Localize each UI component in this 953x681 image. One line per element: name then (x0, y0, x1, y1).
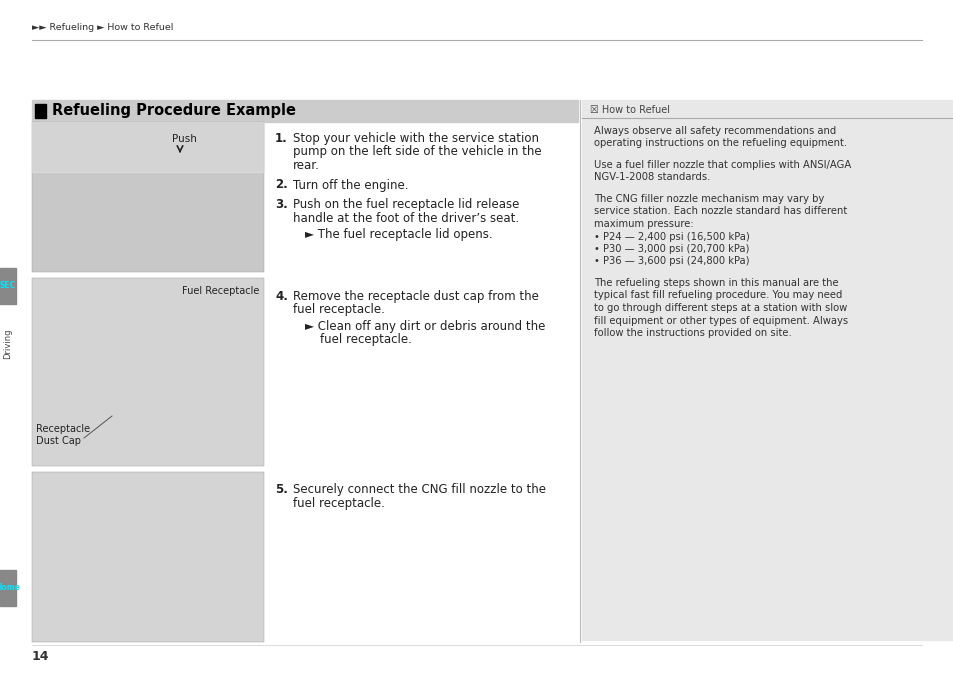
Text: fuel receptacle.: fuel receptacle. (293, 304, 384, 317)
Text: Push on the fuel receptacle lid release: Push on the fuel receptacle lid release (293, 198, 518, 211)
Text: NGV-1-2008 standards.: NGV-1-2008 standards. (594, 172, 710, 183)
Text: 1.: 1. (274, 132, 288, 145)
Text: Fuel Receptacle: Fuel Receptacle (181, 286, 258, 296)
Bar (35, 104, 46, 118)
Text: handle at the foot of the driver’s seat.: handle at the foot of the driver’s seat. (293, 212, 518, 225)
Text: ► The fuel receptacle lid opens.: ► The fuel receptacle lid opens. (305, 228, 492, 241)
Text: service station. Each nozzle standard has different: service station. Each nozzle standard ha… (594, 206, 846, 217)
Text: • P30 — 3,000 psi (20,700 kPa): • P30 — 3,000 psi (20,700 kPa) (594, 244, 749, 254)
Text: fuel receptacle.: fuel receptacle. (305, 334, 412, 347)
Text: • P24 — 2,400 psi (16,500 kPa): • P24 — 2,400 psi (16,500 kPa) (594, 232, 749, 242)
Text: ☒ How to Refuel: ☒ How to Refuel (589, 105, 669, 115)
Bar (32, 122, 264, 272)
Text: ►► Refueling ► How to Refuel: ►► Refueling ► How to Refuel (32, 24, 173, 33)
Bar (32, 100, 578, 122)
Text: The refueling steps shown in this manual are the: The refueling steps shown in this manual… (594, 278, 838, 288)
Bar (32, 122, 264, 172)
Text: maximum pressure:: maximum pressure: (594, 219, 693, 229)
Bar (32, 472, 264, 642)
Text: 4.: 4. (274, 290, 288, 303)
Text: fuel receptacle.: fuel receptacle. (293, 496, 384, 509)
Text: Remove the receptacle dust cap from the: Remove the receptacle dust cap from the (293, 290, 538, 303)
Text: SEC: SEC (0, 281, 16, 291)
Text: operating instructions on the refueling equipment.: operating instructions on the refueling … (594, 138, 846, 148)
Text: Use a fuel filler nozzle that complies with ANSI/AGA: Use a fuel filler nozzle that complies w… (594, 160, 850, 170)
Text: Receptacle: Receptacle (36, 424, 90, 434)
Bar (0, 570, 16, 606)
Text: Push: Push (172, 134, 196, 144)
Text: 2.: 2. (274, 178, 288, 191)
Text: Home: Home (0, 584, 20, 592)
Bar (0, 268, 16, 304)
Text: 5.: 5. (274, 483, 288, 496)
Text: 3.: 3. (274, 198, 288, 211)
Text: 14: 14 (32, 650, 50, 663)
Bar (32, 278, 264, 466)
Text: Dust Cap: Dust Cap (36, 436, 81, 446)
Text: Securely connect the CNG fill nozzle to the: Securely connect the CNG fill nozzle to … (293, 483, 545, 496)
Text: ► Clean off any dirt or debris around the: ► Clean off any dirt or debris around th… (305, 320, 545, 333)
Text: • P36 — 3,600 psi (24,800 kPa): • P36 — 3,600 psi (24,800 kPa) (594, 257, 749, 266)
Text: typical fast fill refueling procedure. You may need: typical fast fill refueling procedure. Y… (594, 291, 841, 300)
Text: Always observe all safety recommendations and: Always observe all safety recommendation… (594, 126, 836, 136)
Text: follow the instructions provided on site.: follow the instructions provided on site… (594, 328, 791, 338)
Text: fill equipment or other types of equipment. Always: fill equipment or other types of equipme… (594, 315, 847, 326)
Text: pump on the left side of the vehicle in the: pump on the left side of the vehicle in … (293, 146, 541, 159)
Text: Driving: Driving (4, 329, 12, 360)
Text: The CNG filler nozzle mechanism may vary by: The CNG filler nozzle mechanism may vary… (594, 194, 823, 204)
Text: Stop your vehicle with the service station: Stop your vehicle with the service stati… (293, 132, 538, 145)
Text: Turn off the engine.: Turn off the engine. (293, 178, 408, 191)
Text: rear.: rear. (293, 159, 319, 172)
Text: to go through different steps at a station with slow: to go through different steps at a stati… (594, 303, 846, 313)
Text: Refueling Procedure Example: Refueling Procedure Example (52, 104, 295, 118)
Bar (581, 100, 951, 640)
